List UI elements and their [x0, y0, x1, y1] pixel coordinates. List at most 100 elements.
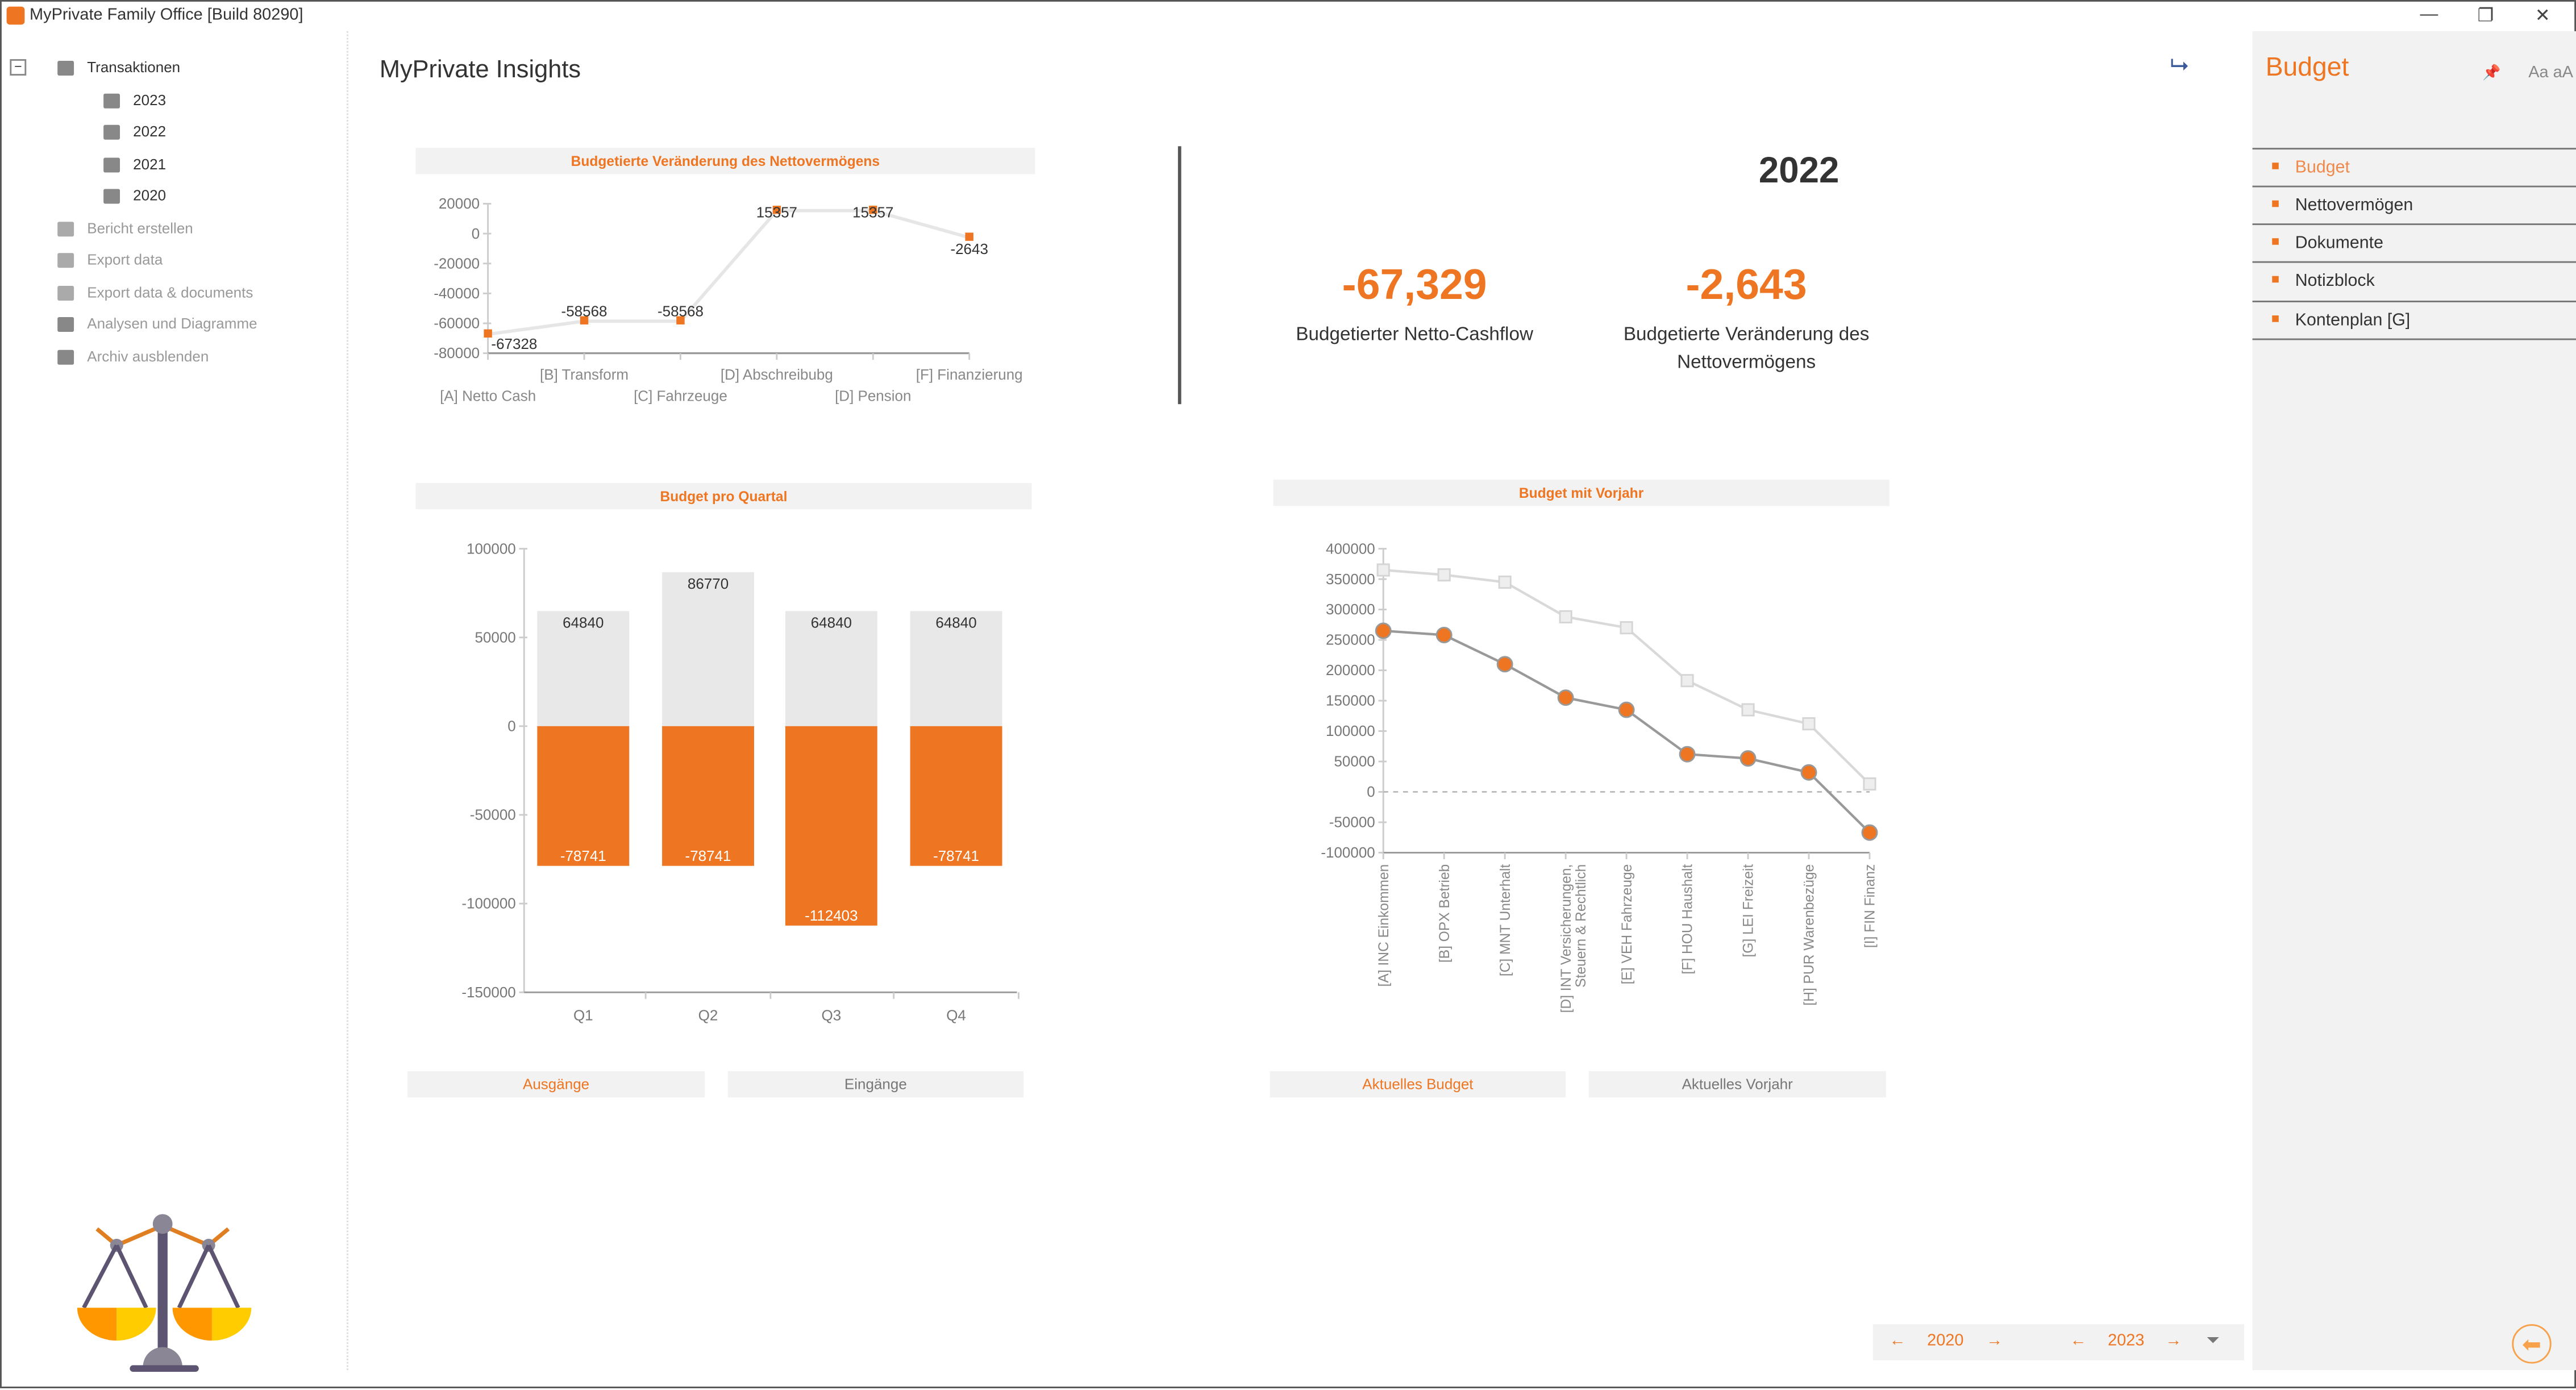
bullet-icon	[2272, 276, 2279, 283]
tree-item-export-docs[interactable]: Export data & documents	[57, 279, 253, 305]
tree-label: 2021	[133, 156, 167, 173]
data-label: 64840	[935, 614, 976, 631]
x-tick-label: [D] Pension	[835, 387, 911, 404]
data-label: -2643	[950, 240, 988, 257]
data-point-budget	[1861, 824, 1878, 841]
y-tick-label: -50000	[470, 806, 516, 823]
tree-label: Transaktionen	[87, 59, 181, 76]
data-point-budget	[1618, 701, 1635, 718]
y-tick-label: -50000	[1329, 814, 1375, 831]
to-prev-button[interactable]: ←	[2070, 1332, 2087, 1351]
y-tick-label: -80000	[434, 344, 480, 361]
from-prev-button[interactable]: ←	[1889, 1332, 1906, 1351]
y-tick-label: -150000	[461, 984, 515, 1001]
right-item-nettovermoegen[interactable]: Nettovermögen	[2252, 185, 2576, 223]
x-tick-label: Q3	[822, 1006, 842, 1023]
right-item-notizblock[interactable]: Notizblock	[2252, 261, 2576, 299]
tree-item-transaktionen[interactable]: Transaktionen	[57, 54, 180, 80]
report-icon	[57, 222, 74, 237]
from-next-button[interactable]: →	[1986, 1332, 2003, 1351]
sidebar-divider	[347, 31, 348, 1371]
legend-eingaenge[interactable]: Eingänge	[727, 1071, 1024, 1098]
series-line	[488, 209, 970, 336]
tree-item-year[interactable]: 2022	[103, 118, 166, 144]
bullet-icon	[2272, 201, 2279, 207]
x-tick-label: [F] HOU Haushalt	[1680, 864, 1696, 974]
right-item-budget[interactable]: Budget	[2252, 148, 2576, 185]
tree-item-analysen[interactable]: Analysen und Diagramme	[57, 310, 257, 336]
bar-eingaenge	[910, 611, 1002, 726]
y-tick-label: 250000	[1326, 631, 1375, 648]
share-arrow-icon[interactable]: ⮡	[2170, 51, 2189, 77]
right-item-label: Dokumente	[2295, 233, 2383, 253]
right-item-dokumente[interactable]: Dokumente	[2252, 223, 2576, 261]
tree-item-bericht[interactable]: Bericht erstellen	[57, 215, 193, 242]
x-tick-label: [A] INC Einkommen	[1376, 864, 1392, 987]
x-tick-label: [E] VEH Fahrzeuge	[1620, 864, 1635, 985]
bar-ausgaenge	[910, 726, 1002, 866]
tree-item-year[interactable]: 2023	[103, 87, 166, 113]
y-tick-label: -100000	[461, 895, 515, 912]
data-point	[772, 206, 781, 214]
minimize-button[interactable]: —	[2420, 5, 2438, 25]
data-label: -67328	[491, 335, 537, 352]
bar-ausgaenge	[537, 726, 630, 866]
tree-item-archiv[interactable]: Archiv ausblenden	[57, 343, 209, 369]
tree-label: Analysen und Diagramme	[87, 315, 257, 332]
back-arrow-button[interactable]: ⬅	[2512, 1324, 2552, 1364]
calendar-icon	[103, 189, 120, 204]
tree-label: 2020	[133, 187, 167, 204]
y-tick-label: 100000	[467, 540, 516, 557]
data-point-vorjahr	[1376, 563, 1390, 577]
legend-aktuelles-vorjahr[interactable]: Aktuelles Vorjahr	[1588, 1071, 1886, 1098]
data-point	[965, 232, 973, 241]
y-tick-label: 50000	[475, 629, 515, 646]
data-label: 15357	[852, 203, 893, 220]
data-point-vorjahr	[1863, 777, 1876, 791]
bar-eingaenge	[537, 611, 630, 726]
restore-button[interactable]: ❐	[2477, 6, 2494, 27]
y-tick-label: -40000	[434, 285, 480, 302]
tree-item-year[interactable]: 2020	[103, 182, 166, 209]
y-tick-label: -60000	[434, 315, 480, 332]
bullet-icon	[2272, 315, 2279, 323]
x-tick-label: [A] Netto Cash	[440, 387, 536, 404]
y-tick-label: 200000	[1326, 661, 1375, 679]
pin-icon[interactable]: 📌	[2482, 64, 2501, 81]
data-label: -78741	[933, 847, 979, 864]
data-point	[484, 329, 492, 338]
font-size-toggle[interactable]: Aa aA	[2528, 64, 2574, 82]
kpi-divider	[1177, 146, 1181, 405]
collapse-toggle[interactable]: −	[10, 59, 27, 76]
legend-aktuelles-budget[interactable]: Aktuelles Budget	[1270, 1071, 1566, 1098]
tree-item-export[interactable]: Export data	[57, 247, 163, 273]
data-point-budget	[1679, 746, 1696, 763]
tree-item-year[interactable]: 2021	[103, 151, 166, 177]
bar-ausgaenge	[662, 726, 754, 866]
to-next-button[interactable]: →	[2165, 1332, 2182, 1351]
y-tick-label: 0	[1367, 783, 1375, 800]
title-bar: MyPrivate Family Office [Build 80290] — …	[2, 2, 2574, 31]
chart-title: Budget mit Vorjahr	[1273, 480, 1890, 506]
tree-label: 2022	[133, 123, 167, 140]
data-point-vorjahr	[1498, 575, 1512, 589]
y-tick-label: 150000	[1326, 692, 1375, 709]
x-tick-label: [D] Abschreibubg	[721, 366, 833, 383]
data-point-budget	[1496, 656, 1513, 673]
data-label: 15357	[756, 203, 797, 220]
legend-ausgaenge[interactable]: Ausgänge	[407, 1071, 705, 1098]
kpi-year: 2022	[1758, 149, 1840, 191]
x-tick-label: [H] PUR Warenbezüge	[1802, 864, 1817, 1006]
data-label: 64840	[811, 614, 852, 631]
window-title: MyPrivate Family Office [Build 80290]	[30, 6, 303, 25]
data-point-vorjahr	[1559, 610, 1572, 623]
kpi-netto-cashflow-value: -67,329	[1342, 259, 1487, 309]
kpi-netto-cashflow-label: Budgetierter Netto-Cashflow	[1296, 325, 1533, 346]
filter-icon[interactable]: ⏷	[2206, 1332, 2220, 1351]
data-label: 86770	[688, 575, 729, 592]
bullet-icon	[2272, 163, 2279, 170]
close-button[interactable]: ✕	[2535, 6, 2550, 27]
x-tick-label: [B] OPX Betrieb	[1437, 864, 1453, 963]
data-point-budget	[1375, 622, 1392, 639]
right-item-kontenplan[interactable]: Kontenplan [G]	[2252, 301, 2576, 340]
